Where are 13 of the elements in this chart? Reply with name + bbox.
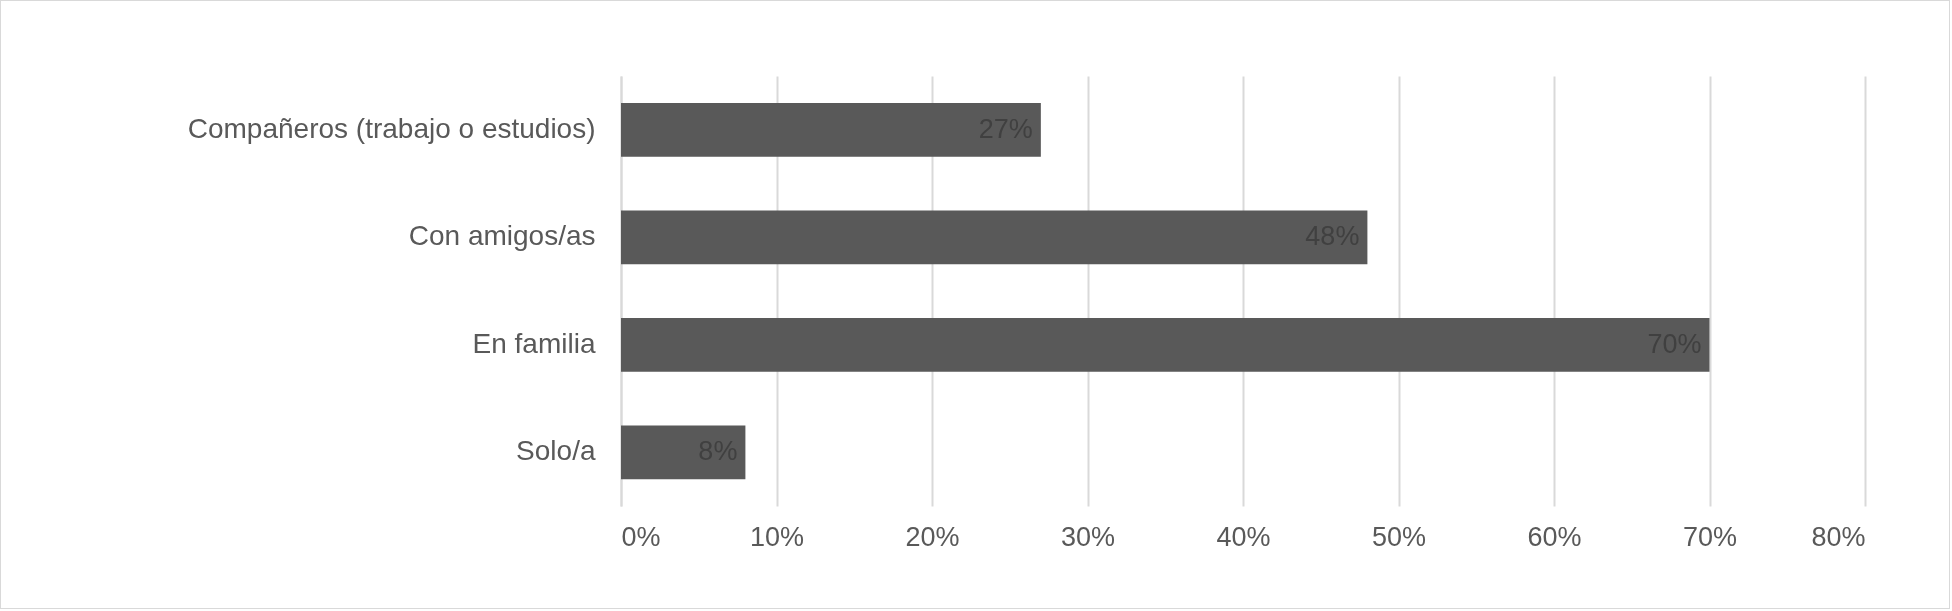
x-tick-label: 60% xyxy=(1527,521,1582,552)
x-tick-label: 50% xyxy=(1371,521,1427,552)
y-tick-label: Solo/a xyxy=(516,435,596,467)
x-tick-label: 80% xyxy=(1811,521,1866,552)
x-tick-label: 30% xyxy=(1060,521,1116,552)
x-tick-label: 40% xyxy=(1216,521,1271,552)
x-tick-label: 0% xyxy=(621,521,661,552)
y-tick-label: En familia xyxy=(472,327,596,359)
x-tick-label: 20% xyxy=(905,521,960,552)
y-tick-label: Compañeros (trabajo o estudios) xyxy=(187,112,596,144)
x-tick-label: 10% xyxy=(749,521,805,552)
x-tick-label: 70% xyxy=(1682,521,1738,552)
y-tick-label: Con amigos/as xyxy=(408,220,596,252)
